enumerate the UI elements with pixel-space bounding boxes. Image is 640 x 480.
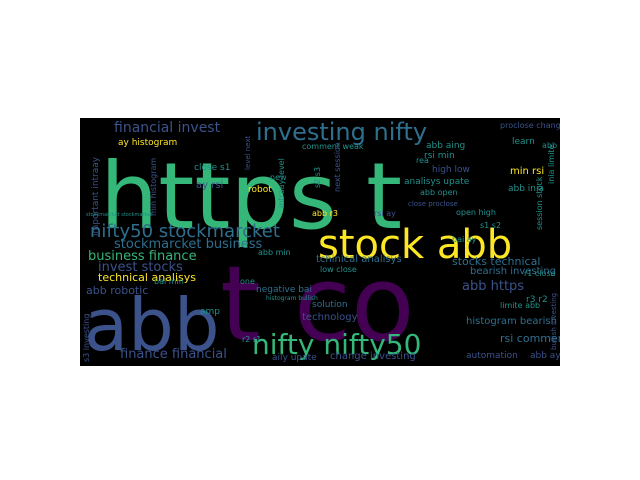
word-invest-stocks: invest stocks xyxy=(98,260,183,275)
word-r2-r1: r2 r1 xyxy=(242,335,261,344)
word-technical-analisys: technical analisys xyxy=(98,271,196,284)
word-automation: automation xyxy=(466,351,518,361)
word-stocks-technical: stocks technical xyxy=(452,255,540,268)
word-rsi-comment: rsi comment xyxy=(500,332,560,345)
word-s3-investing: s3 investing xyxy=(82,314,91,362)
word-session-stock: session stock xyxy=(535,176,544,230)
word-cloud-panel: https t t co abb stock abb nifty nifty50… xyxy=(80,118,560,366)
word-abb: abb xyxy=(84,283,220,366)
word-stockmarcket-business: stockmarcket business xyxy=(114,237,263,252)
word-financial-invest: financial invest xyxy=(114,120,221,136)
word-technology: technology xyxy=(302,312,358,323)
word-abb-https: abb https xyxy=(462,279,524,294)
word-bearish-investing: bearish investing xyxy=(470,266,556,277)
word-inia-limite: inia limite xyxy=(547,144,556,184)
word-abb-ay: abb ay xyxy=(530,351,560,361)
word-close-s1: close s1 xyxy=(194,163,230,173)
word-ay-histogram: ay histogram xyxy=(118,138,177,148)
word-rsi-min: rsi min xyxy=(424,151,455,161)
word-level-next: level next xyxy=(244,135,252,170)
word-nifty-nifty50: nifty nifty50 xyxy=(252,328,421,361)
word-abb-s: abb s xyxy=(542,141,560,150)
word-negative-bai: negative bai xyxy=(256,285,312,295)
word-s1-s2: s1 s2 xyxy=(480,221,501,230)
word-abb-robotic: abb robotic xyxy=(86,284,148,297)
word-finance-financial: finance financial xyxy=(120,347,227,362)
word-bullish-investing: bullish investing xyxy=(550,293,558,350)
word-important-intraay: important intraay xyxy=(91,156,101,236)
word-investing-nifty: investing nifty xyxy=(256,118,427,146)
word-abb-r3: abb r3 xyxy=(312,209,338,218)
word-t-co: t co xyxy=(220,243,415,365)
word-abb-aing: abb aing xyxy=(426,141,465,151)
word-r3-r2: r3 r2 xyxy=(526,295,548,305)
word-abb-inia: abb inia xyxy=(508,184,544,194)
word-cloud-svg: https t t co abb stock abb nifty nifty50… xyxy=(80,118,560,366)
word-s2-s3: s2 s3 xyxy=(313,167,322,188)
word-learn: learn xyxy=(512,137,535,147)
word-comment-weak: comment weak xyxy=(302,142,364,151)
word-https-t: https t xyxy=(100,143,402,250)
word-next-session: next session xyxy=(333,142,342,192)
word-tchinical-analisys: tchinical analisys xyxy=(316,254,402,265)
word-nifty50-stockmarcket: nifty50 stockmarcket xyxy=(90,221,280,242)
word-close-proclose: close proclose xyxy=(408,200,458,208)
word-business-finance: business finance xyxy=(88,249,197,264)
word-robot: robot xyxy=(248,185,272,195)
word-r1-close: r1 close xyxy=(524,269,556,278)
word-open-high: open high xyxy=(456,208,496,217)
word-intraay-level: intraay level xyxy=(277,158,286,208)
word-amp: amp xyxy=(200,307,220,317)
word-stockmarcket-stockmarket: stockmarcket stockmarket xyxy=(86,212,152,218)
word-bai-min: bai min xyxy=(154,277,184,286)
word-new: new xyxy=(270,173,287,182)
word-min-histogram: min histogram xyxy=(149,158,158,216)
word-ay-rsi: ay rsi xyxy=(196,180,223,191)
word-limite-abb: limite abb xyxy=(500,301,540,310)
word-rsi-ay: rsi ay xyxy=(374,209,396,218)
word-min-rsi: min rsi xyxy=(510,166,544,177)
word-abb-min: abb min xyxy=(258,248,291,257)
word-histogram-bullish: histogram bullish xyxy=(266,295,318,302)
word-cloud-background xyxy=(80,118,560,366)
word-analisys-upate: analisys upate xyxy=(404,177,470,187)
word-low-close: low close xyxy=(320,265,357,274)
word-change-investing: change investing xyxy=(330,351,416,362)
word-aily-upate: aily upate xyxy=(272,353,317,363)
word-stock-abb: stock abb xyxy=(318,222,512,268)
word-high-low: high low xyxy=(432,165,470,175)
word-rea: rea xyxy=(416,156,429,165)
word-abb-open: abb open xyxy=(420,188,458,197)
word-solution: solution xyxy=(312,300,348,310)
word-one: one xyxy=(240,277,255,286)
word-histogram-bearish: histogram bearish xyxy=(466,316,557,327)
word-bai-ay: bai ay xyxy=(452,235,477,244)
word-proclose-change: proclose change xyxy=(500,121,560,130)
